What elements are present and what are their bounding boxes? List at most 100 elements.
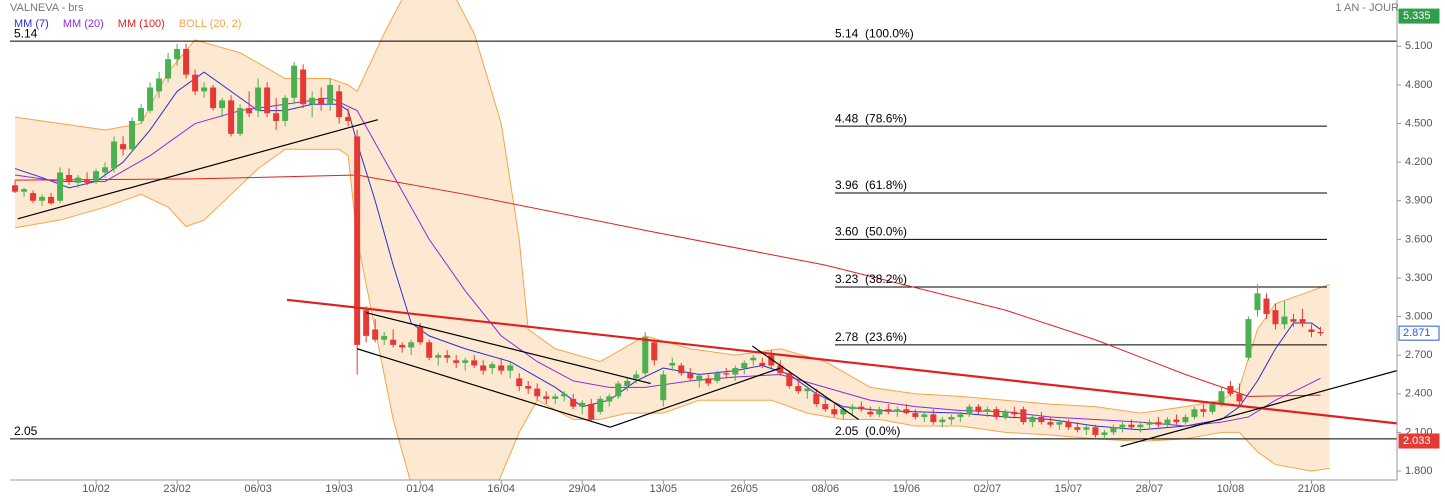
candle-body — [1173, 419, 1180, 423]
candle-body — [471, 360, 478, 366]
candle-body — [120, 144, 127, 150]
period-label: 1 AN - JOUR — [1335, 2, 1399, 14]
candle-body — [534, 388, 541, 397]
candle-body — [930, 414, 937, 423]
candle-body — [732, 368, 739, 375]
candle-body — [318, 97, 325, 105]
candle-body — [993, 409, 1000, 417]
candle-body — [687, 373, 694, 379]
x-tick-label: 08/06 — [812, 483, 840, 495]
candle-body — [138, 108, 145, 121]
x-tick-label: 01/04 — [406, 483, 434, 495]
candle-body — [894, 409, 901, 412]
candle-body — [273, 113, 280, 121]
candle-body — [1200, 409, 1207, 412]
candle-body — [1092, 427, 1099, 435]
candle-body — [426, 342, 433, 358]
candle-body — [795, 386, 802, 392]
candle-body — [507, 365, 514, 371]
candle-body — [1011, 411, 1018, 415]
price-tag-label: 2.871 — [1403, 327, 1431, 339]
band-upper — [14, 0, 1330, 414]
candle-body — [147, 87, 154, 111]
candle-body — [66, 175, 73, 182]
x-tick-label: 29/04 — [568, 483, 596, 495]
candle-body — [525, 386, 532, 389]
candle-body — [561, 393, 568, 397]
plot-area — [10, 0, 1397, 480]
price-tag-label: 2.033 — [1403, 435, 1431, 447]
candle-body — [435, 355, 442, 358]
candle-body — [462, 360, 469, 363]
candle-body — [1119, 424, 1126, 428]
y-tick-label: 1.800 — [1405, 465, 1433, 477]
fib-label: 5.14 (100.0%) — [835, 26, 914, 40]
candle-body — [966, 406, 973, 415]
candle-body — [399, 344, 406, 348]
x-tick-label: 13/05 — [649, 483, 677, 495]
legend-entry: MM (100) — [118, 18, 165, 30]
legend-entry: MM (20) — [63, 18, 104, 30]
candle-body — [984, 409, 991, 412]
y-tick-label: 2.700 — [1405, 349, 1433, 361]
candle-body — [1056, 422, 1063, 425]
candle-body — [1074, 427, 1081, 430]
candle-body — [1020, 409, 1027, 423]
candle-body — [48, 196, 55, 204]
x-tick-label: 02/07 — [974, 483, 1002, 495]
candle-body — [219, 100, 226, 109]
candle-body — [1281, 316, 1288, 325]
y-tick-label: 4.500 — [1405, 117, 1433, 129]
x-tick-label: 23/02 — [163, 483, 191, 495]
x-tick-label: 19/03 — [325, 483, 353, 495]
candle-body — [300, 69, 307, 105]
candle-body — [1290, 319, 1297, 322]
fib-left-label: 2.05 — [14, 424, 38, 438]
candle-body — [111, 141, 118, 169]
ma-line — [14, 97, 1321, 427]
candle-body — [1065, 422, 1072, 428]
x-tick-label: 15/07 — [1055, 483, 1083, 495]
candle-body — [813, 393, 820, 405]
price-tag — [1398, 8, 1440, 24]
candle-body — [1137, 424, 1144, 428]
candle-body — [633, 374, 640, 379]
band-lower — [14, 148, 1330, 480]
candle-body — [714, 373, 721, 381]
y-tick-label: 4.800 — [1405, 79, 1433, 91]
x-tick-label: 26/05 — [731, 483, 759, 495]
candle-body — [390, 339, 397, 345]
candle-body — [1110, 427, 1117, 433]
candle-body — [228, 100, 235, 134]
candle-body — [1227, 386, 1234, 394]
candle-body — [840, 409, 847, 415]
candle-body — [1236, 393, 1243, 402]
candle-body — [1245, 319, 1252, 358]
candle-body — [1146, 422, 1153, 425]
candle-body — [921, 414, 928, 417]
fib-left-label: 5.14 — [14, 26, 38, 40]
candle-body — [93, 171, 100, 182]
candle-body — [1254, 293, 1261, 311]
chart-title: VALNEVA - brs — [10, 2, 84, 14]
candle-body — [1038, 416, 1045, 423]
candle-body — [480, 365, 487, 371]
candle-body — [12, 185, 19, 192]
candle-body — [1182, 416, 1189, 423]
y-tick-label: 2.400 — [1405, 388, 1433, 400]
candle-body — [552, 396, 559, 399]
candle-body — [1299, 319, 1306, 324]
candle-body — [354, 136, 361, 345]
candle-body — [255, 87, 262, 111]
candle-body — [309, 97, 316, 105]
candle-body — [939, 419, 946, 423]
candle-body — [489, 364, 496, 369]
candle-body — [867, 411, 874, 415]
candle-body — [759, 362, 766, 366]
candle-body — [804, 388, 811, 392]
candle-body — [381, 335, 388, 340]
candle-body — [975, 406, 982, 412]
candle-body — [678, 365, 685, 374]
candle-body — [957, 414, 964, 417]
trend-line — [752, 345, 859, 421]
